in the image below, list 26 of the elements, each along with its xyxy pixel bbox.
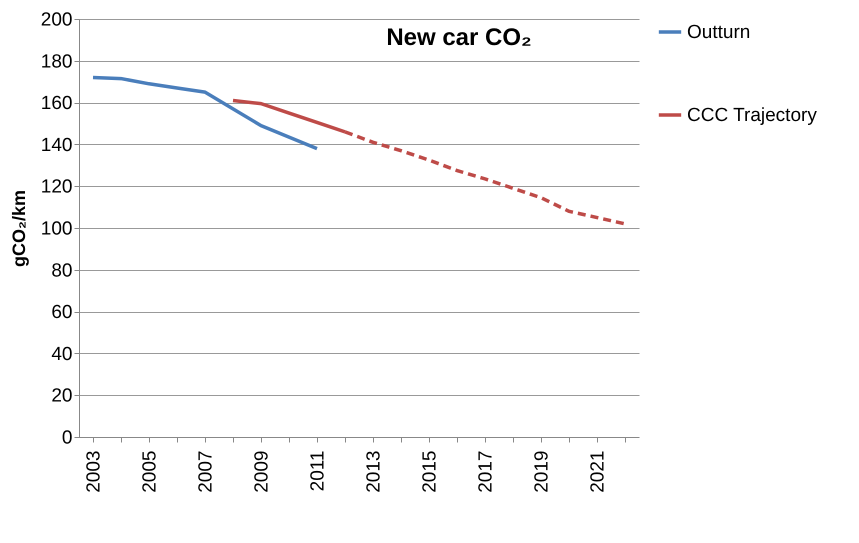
legend-label: Outturn — [687, 22, 750, 43]
x-tick-label: 2003 — [84, 450, 104, 493]
x-tick-label: 2013 — [364, 450, 384, 493]
legend-label: CCC Trajectory — [687, 105, 818, 126]
x-tick-label: 2019 — [532, 450, 552, 493]
y-tick-label: 100 — [40, 218, 72, 240]
x-tick-label: 2011 — [308, 450, 328, 492]
y-tick-label: 160 — [40, 93, 72, 114]
y-tick-label: 200 — [40, 10, 72, 30]
y-tick-label: 180 — [40, 51, 72, 72]
y-tick-label: 120 — [40, 176, 72, 198]
x-tick-label: 2009 — [252, 450, 272, 493]
x-tick-label: 2015 — [420, 450, 440, 493]
x-tick-label: 2017 — [476, 450, 496, 493]
chart-title: New car CO₂ — [386, 24, 532, 51]
y-tick-label: 0 — [62, 428, 72, 448]
x-tick-label: 2007 — [196, 450, 216, 493]
y-tick-label: 140 — [40, 134, 72, 156]
y-tick-label: 40 — [51, 344, 72, 365]
x-tick-label: 2021 — [588, 450, 608, 493]
y-tick-label: 60 — [51, 302, 72, 324]
y-tick-label: 20 — [51, 386, 72, 407]
y-axis-title: gCO₂/km — [8, 190, 29, 268]
y-tick-label: 80 — [51, 260, 72, 282]
line-series — [91, 76, 319, 150]
x-tick-label: 2005 — [140, 450, 160, 493]
